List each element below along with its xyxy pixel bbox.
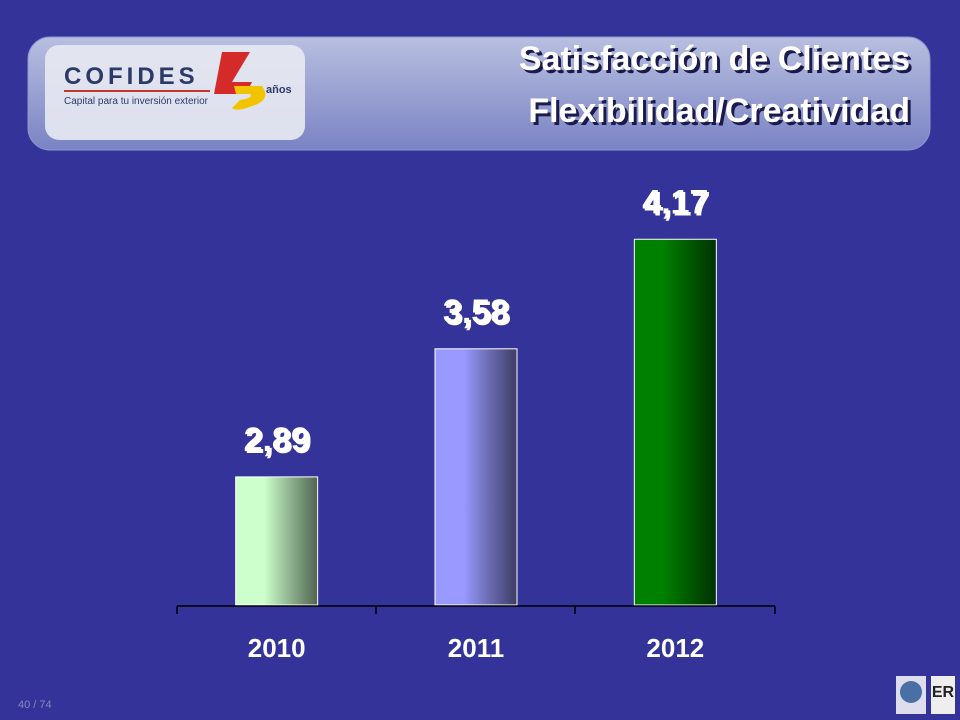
bar xyxy=(235,476,319,606)
value-label-shadow: 2,89 xyxy=(246,423,312,461)
cert-icon xyxy=(900,681,922,703)
x-tick-label: 2010 xyxy=(248,633,306,663)
chart-subtitle: Flexibilidad/Creatividad xyxy=(528,92,910,130)
logo-badge: años xyxy=(266,84,292,96)
value-label: 3,58 xyxy=(443,293,509,331)
page-number: 40 / 74 xyxy=(18,699,52,711)
cert-icon xyxy=(931,676,955,714)
logo-tagline: Capital para tu inversión exterior xyxy=(64,96,209,107)
bar xyxy=(633,238,717,606)
x-tick-label: 2012 xyxy=(646,633,704,663)
chart-title: Satisfacción de Clientes xyxy=(519,40,910,78)
value-label: 2,89 xyxy=(244,421,310,459)
title-shadow: Satisfacción de Clientes xyxy=(522,43,913,81)
value-label-shadow: 4,17 xyxy=(644,185,710,223)
axis-ticks xyxy=(176,606,776,614)
x-tick-label: 2011 xyxy=(448,633,504,663)
bar xyxy=(434,348,518,606)
value-label-shadow: 3,58 xyxy=(445,295,511,333)
cert-icon: ER xyxy=(932,684,955,701)
logo-box xyxy=(45,45,305,140)
value-label: 4,17 xyxy=(642,183,708,221)
subtitle-shadow: Flexibilidad/Creatividad xyxy=(531,95,913,133)
logo: COFIDES xyxy=(64,63,199,90)
logo-mark xyxy=(214,52,252,94)
logo-mark xyxy=(232,86,266,110)
